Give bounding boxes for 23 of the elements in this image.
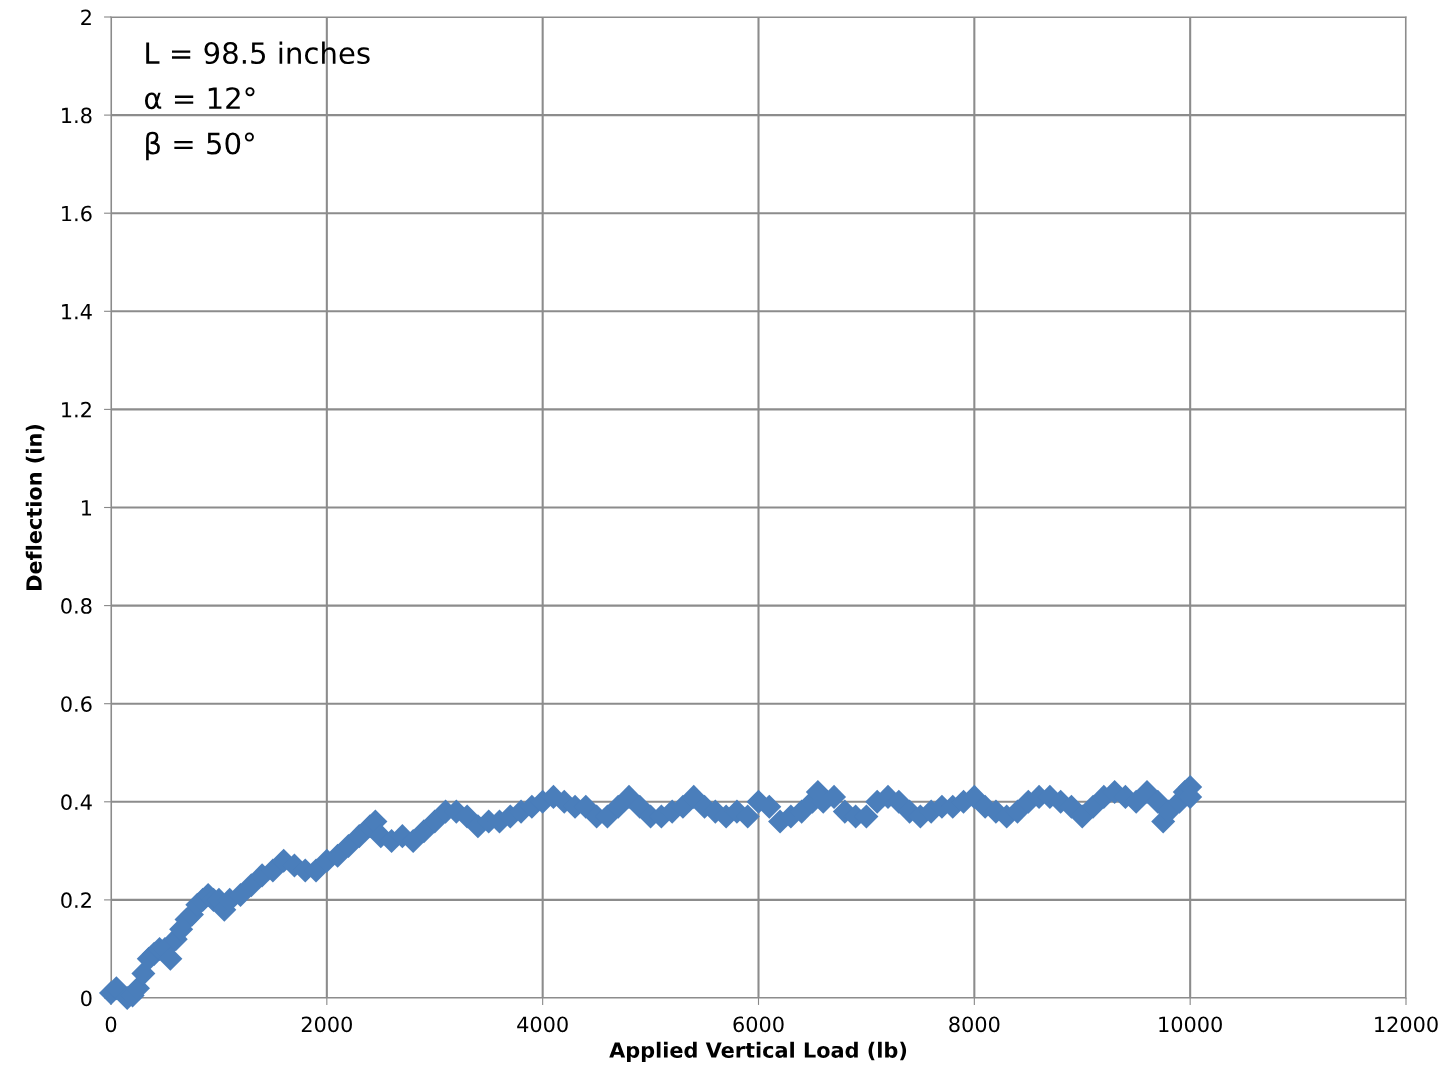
y-tick-label: 0.2 [61, 892, 91, 909]
y-tick-label: 0.6 [61, 696, 92, 712]
x-tick-label: 10000 [1159, 1016, 1222, 1033]
x-tick-label: 12000 [1375, 1016, 1438, 1033]
y-tick-label: 1.4 [62, 304, 92, 320]
y-tick-label: 0 [81, 990, 92, 1007]
annotation: α = 12° [144, 87, 255, 110]
x-tick-label: 8000 [949, 1016, 1000, 1033]
x-tick-label: 4000 [517, 1016, 568, 1033]
x-axis-title: Applied Vertical Load (lb) [609, 1041, 907, 1062]
y-tick-label: 1.2 [62, 401, 91, 418]
annotation: L = 98.5 inches [146, 41, 370, 65]
annotation: β = 50° [146, 131, 254, 161]
y-tick-label: 0.4 [61, 794, 92, 811]
x-tick-label: 0 [105, 1016, 117, 1033]
x-tick-label: 6000 [733, 1016, 784, 1033]
x-tick-label: 2000 [301, 1016, 352, 1033]
y-tick-label: 0.8 [61, 598, 92, 614]
y-tick-label: 2 [81, 9, 91, 25]
y-axis-title: Deflection (in) [25, 424, 45, 590]
y-tick-label: 1.6 [62, 205, 92, 222]
y-tick-label: 1 [81, 500, 92, 516]
y-tick-label: 1.8 [62, 107, 92, 124]
